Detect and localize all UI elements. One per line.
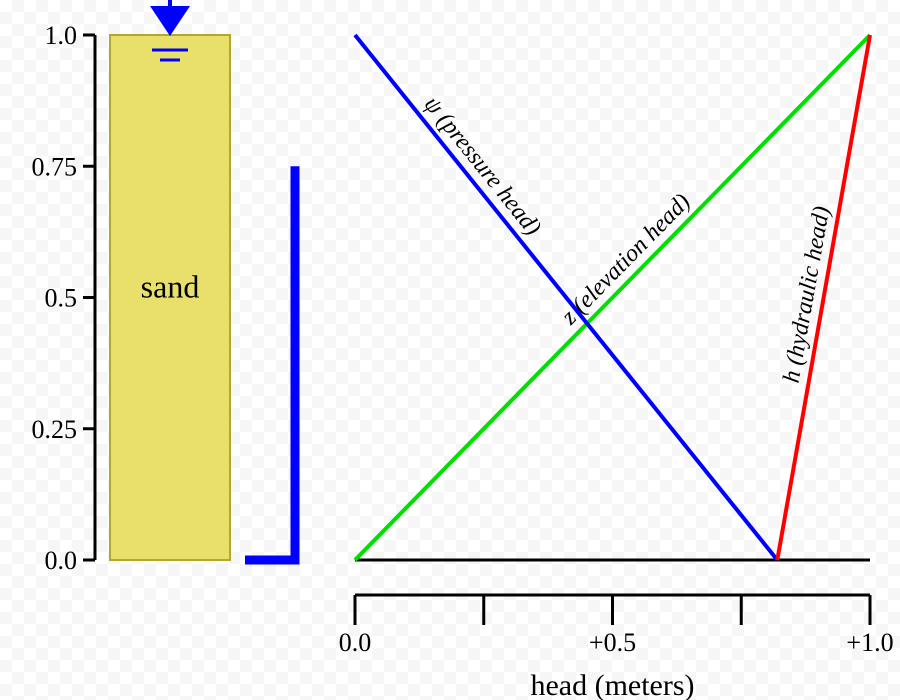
- y-tick-label: 0.5: [45, 284, 78, 313]
- diagram-svg: 0.00.250.50.751.0sandz (elevation head)ψ…: [0, 0, 900, 700]
- y-tick-label: 0.75: [32, 152, 78, 181]
- inflow-arrow-icon: [150, 6, 190, 36]
- psi-line: [355, 35, 777, 560]
- standpipe: [245, 166, 295, 560]
- x-tick-label: +0.5: [589, 628, 636, 657]
- h-label: h (hydraulic head): [779, 204, 836, 384]
- h-label-group: h (hydraulic head): [779, 204, 836, 384]
- x-tick-label: +1.0: [846, 628, 893, 657]
- x-tick-label: 0.0: [339, 628, 372, 657]
- y-tick-label: 1.0: [45, 21, 78, 50]
- y-tick-label: 0.25: [32, 415, 78, 444]
- y-tick-label: 0.0: [45, 546, 78, 575]
- psi-label-group: ψ (pressure head): [419, 92, 546, 241]
- sand-label: sand: [141, 269, 200, 305]
- psi-label: ψ (pressure head): [419, 92, 546, 241]
- x-axis-label: head (meters): [530, 669, 694, 700]
